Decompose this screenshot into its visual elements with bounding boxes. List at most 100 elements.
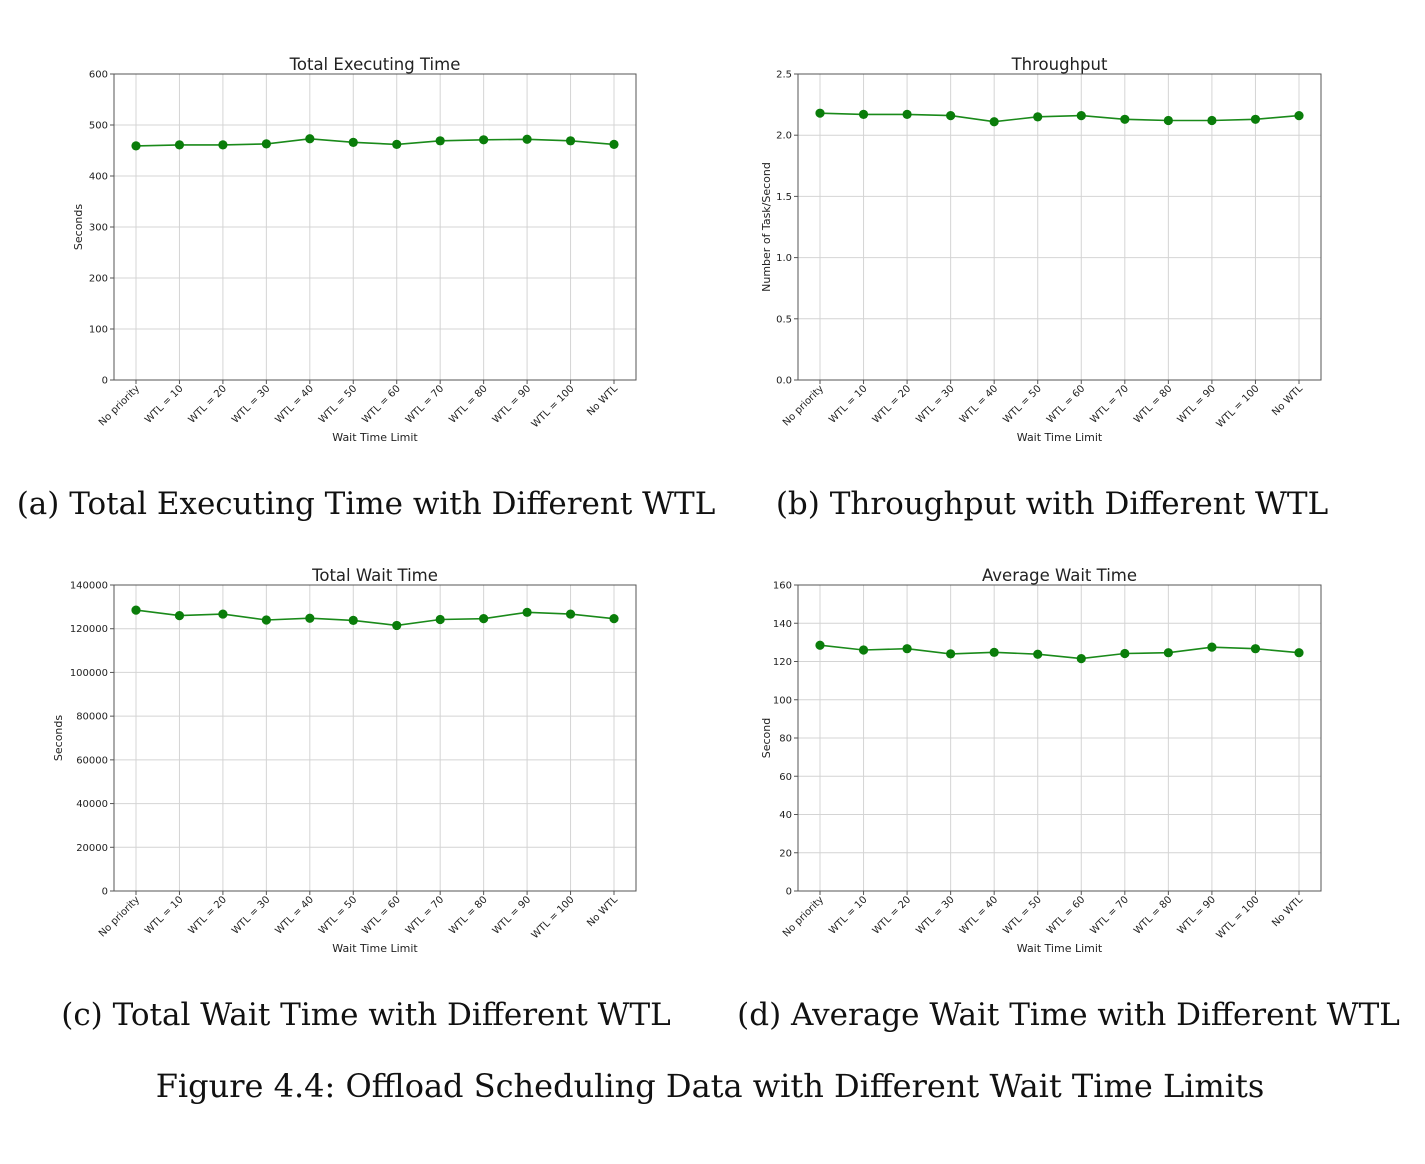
y-tick-label: 80 bbox=[779, 734, 792, 745]
y-tick-label: 60000 bbox=[76, 755, 108, 766]
y-tick-label: 0 bbox=[102, 376, 108, 387]
plot-frame bbox=[797, 73, 1322, 381]
chart-panel-d: 0 20 40 60 80 100 120 140 160 No priority WTL = 10… bbox=[760, 566, 1322, 955]
series-line bbox=[135, 137, 615, 147]
y-tick-label: 20000 bbox=[76, 843, 108, 854]
data-point bbox=[609, 614, 619, 624]
data-point bbox=[218, 140, 228, 150]
data-point bbox=[565, 136, 576, 146]
data-point bbox=[1076, 654, 1086, 664]
x-axis-label: Wait Time Limit bbox=[1017, 431, 1103, 444]
x-tick-label: WTL = 20 bbox=[871, 894, 913, 936]
data-point bbox=[522, 134, 532, 144]
data-point bbox=[305, 134, 315, 144]
chart-panel-c: 0 20000 40000 60000 80000 100000 120000 140000 N… bbox=[0, 0, 700, 970]
x-tick-label: WTL = 30 bbox=[914, 894, 956, 936]
y-tick-label: 400 bbox=[89, 172, 108, 183]
data-point bbox=[348, 137, 358, 147]
data-point bbox=[1294, 648, 1304, 658]
data-point bbox=[1163, 648, 1173, 658]
data-point bbox=[348, 615, 358, 626]
data-point bbox=[902, 109, 912, 119]
y-tick-label: 1.5 bbox=[776, 192, 792, 203]
data-point bbox=[1033, 649, 1043, 659]
series-line bbox=[819, 644, 1300, 660]
throughput-chart: 0.00.51.01.52.02.5No priority WTL = 10 WTL… bbox=[760, 55, 1322, 444]
y-tick-label: 120000 bbox=[70, 624, 108, 635]
data-point bbox=[435, 614, 445, 625]
data-point bbox=[218, 609, 228, 619]
x-tick-label: WTL = 100 bbox=[1215, 894, 1262, 941]
y-tick-label: 60 bbox=[779, 772, 792, 783]
x-tick-label: WTL = 50 bbox=[1001, 894, 1043, 936]
total-wait-time-chart: 020000400006000080000100000120000140000N… bbox=[52, 566, 637, 955]
data-point bbox=[1207, 642, 1217, 652]
data-point bbox=[174, 140, 185, 150]
x-axis-label: Wait Time Limit bbox=[1017, 942, 1103, 955]
chart-title: Total Wait Time bbox=[311, 566, 438, 585]
data-point bbox=[305, 613, 315, 623]
y-tick-label: 80000 bbox=[76, 712, 108, 723]
data-point bbox=[1033, 112, 1043, 122]
x-axis-label: Wait Time Limit bbox=[332, 431, 418, 444]
x-axis-label: Wait Time Limit bbox=[332, 942, 418, 955]
series-line bbox=[819, 112, 1300, 123]
data-point bbox=[174, 611, 185, 621]
data-point bbox=[261, 139, 271, 149]
data-point bbox=[261, 615, 271, 625]
y-axis-label: Seconds bbox=[72, 204, 85, 250]
x-tick-label: No WTL bbox=[1270, 894, 1305, 929]
data-point bbox=[989, 117, 999, 127]
y-tick-label: 1.0 bbox=[776, 253, 792, 264]
y-axis-label: Second bbox=[760, 718, 773, 758]
plot-frame bbox=[113, 73, 637, 381]
plot-frame bbox=[113, 584, 637, 892]
data-point bbox=[1250, 114, 1261, 124]
series-line bbox=[135, 609, 615, 627]
figure-caption: Figure 4.4: Offload Scheduling Data with… bbox=[155, 1067, 1265, 1105]
data-point bbox=[522, 607, 532, 617]
data-point bbox=[1163, 115, 1173, 126]
x-tick-label: WTL = 70 bbox=[1088, 894, 1130, 936]
data-point bbox=[858, 109, 869, 119]
y-tick-label: 140 bbox=[773, 619, 792, 630]
y-tick-label: 0.0 bbox=[776, 376, 792, 387]
y-tick-label: 120 bbox=[773, 657, 792, 668]
data-point bbox=[1294, 111, 1304, 121]
y-tick-label: 100 bbox=[773, 695, 792, 706]
data-point bbox=[1120, 648, 1130, 659]
caption-d: (d) Average Wait Time with Different WTL bbox=[737, 997, 1400, 1033]
x-tick-label: WTL = 40 bbox=[958, 894, 1000, 936]
y-tick-label: 300 bbox=[89, 223, 108, 234]
y-tick-label: 2.0 bbox=[776, 131, 792, 142]
data-point bbox=[392, 620, 402, 631]
data-point bbox=[435, 136, 445, 146]
caption-a: (a) Total Executing Time with Different … bbox=[16, 486, 716, 522]
x-tick-label: No priority bbox=[781, 894, 826, 939]
data-point bbox=[392, 139, 402, 149]
data-point bbox=[815, 640, 825, 650]
chart-title: Total Executing Time bbox=[289, 55, 461, 74]
x-tick-label: WTL = 10 bbox=[827, 894, 869, 936]
data-point bbox=[479, 135, 489, 145]
y-tick-label: 100000 bbox=[70, 668, 108, 679]
y-tick-label: 140000 bbox=[70, 581, 108, 592]
data-point bbox=[989, 647, 999, 657]
data-point bbox=[479, 614, 489, 624]
data-point bbox=[858, 645, 869, 655]
y-tick-label: 160 bbox=[773, 581, 792, 592]
y-tick-label: 40 bbox=[779, 810, 792, 821]
y-tick-label: 2.5 bbox=[776, 70, 792, 81]
x-tick-label: WTL = 60 bbox=[1045, 894, 1087, 936]
data-point bbox=[1076, 111, 1086, 121]
y-tick-label: 500 bbox=[89, 121, 108, 132]
x-tick-label: WTL = 90 bbox=[1176, 894, 1218, 936]
y-tick-label: 0.5 bbox=[776, 314, 792, 325]
x-tick-label: WTL = 80 bbox=[1132, 894, 1174, 936]
data-point bbox=[131, 605, 141, 615]
data-point bbox=[1207, 115, 1217, 126]
data-point bbox=[946, 649, 956, 659]
y-tick-label: 0 bbox=[102, 887, 108, 898]
data-point bbox=[1250, 644, 1261, 654]
